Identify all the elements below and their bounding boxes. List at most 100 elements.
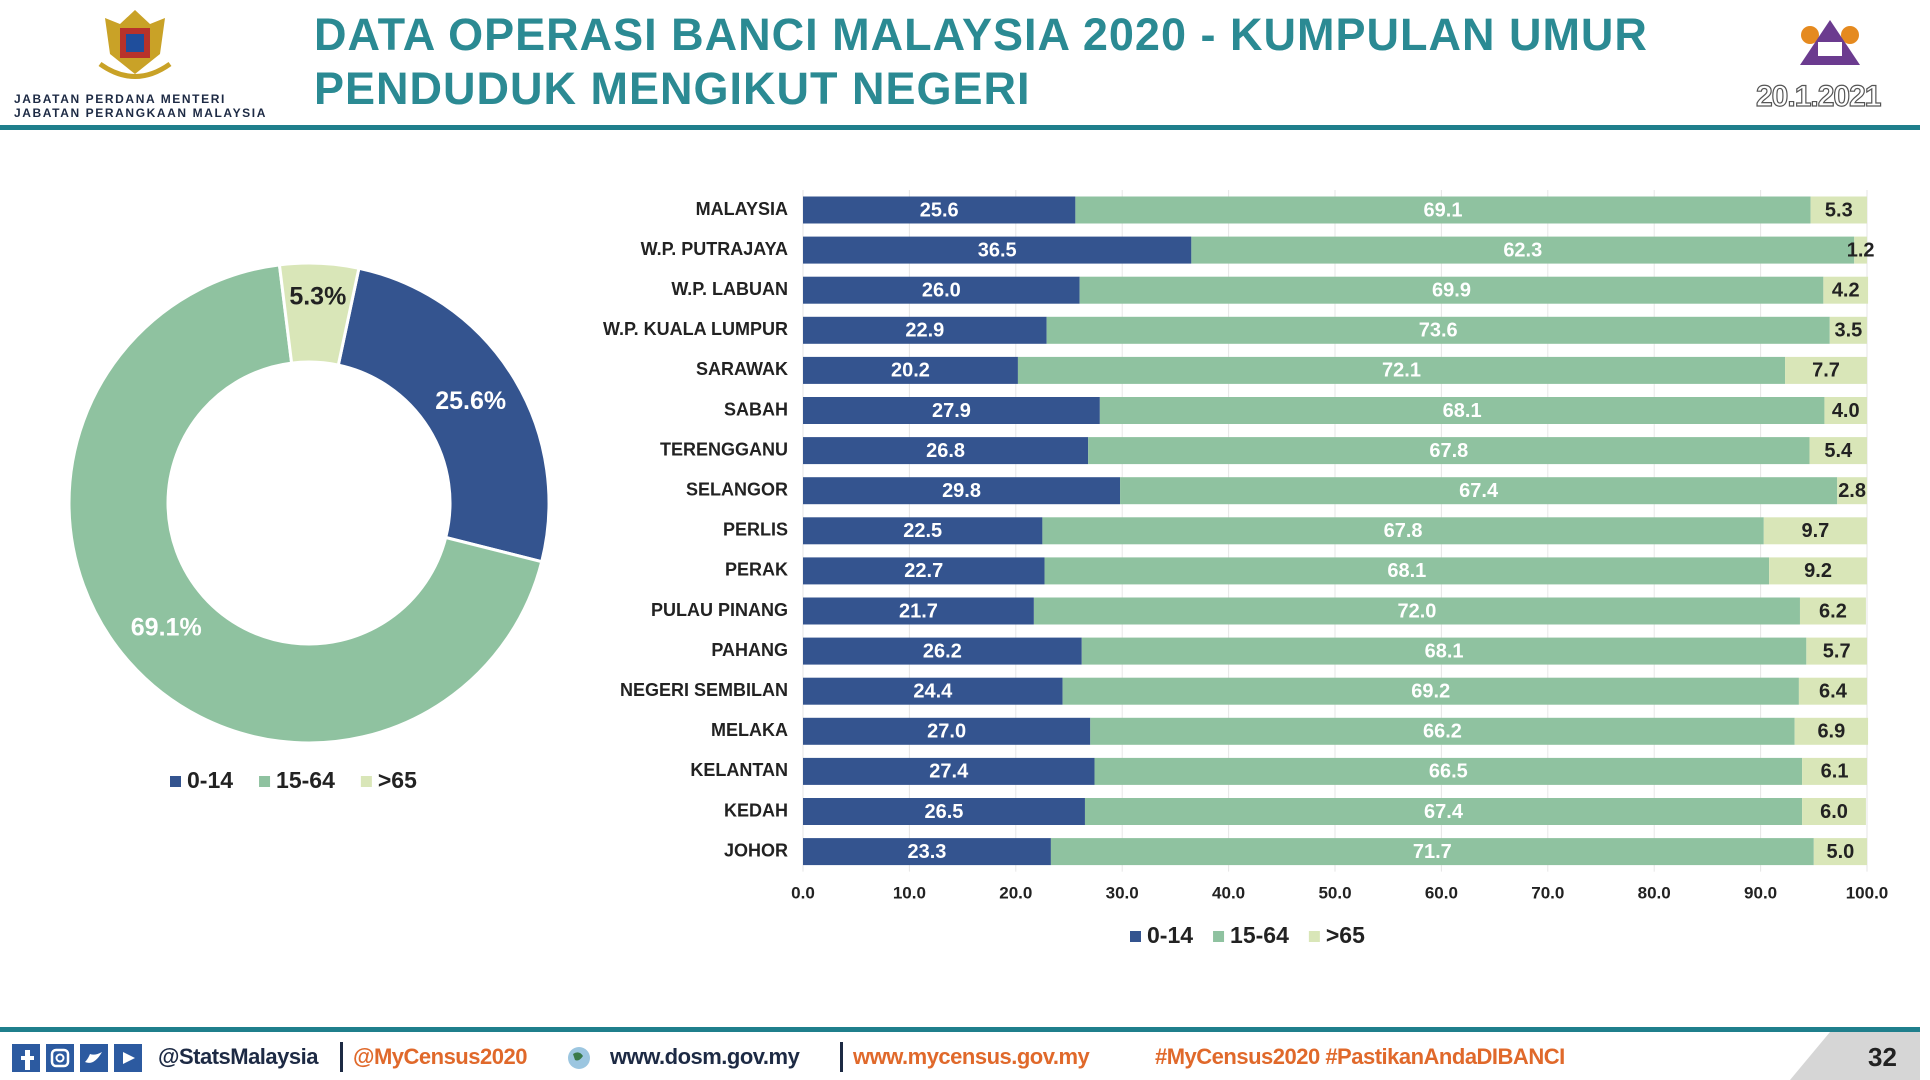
data-label: 9.2 <box>1804 560 1832 582</box>
data-label: 25.6 <box>920 199 959 221</box>
y-tick-label: JOHOR <box>724 840 788 860</box>
bar-segment <box>803 798 1085 825</box>
data-label: 69.2 <box>1411 680 1450 702</box>
y-tick-label: TERENGGANU <box>660 439 788 459</box>
data-label: 21.7 <box>899 600 938 622</box>
bar-segment <box>803 276 1080 304</box>
legend-label: 15-64 <box>276 767 335 793</box>
data-label: 5.3 <box>1825 199 1853 221</box>
bar-segment <box>1794 717 1869 745</box>
bar-segment <box>1099 397 1825 424</box>
bar-segment <box>1769 557 1867 585</box>
bar-segment <box>803 437 1089 465</box>
data-label: 26.8 <box>926 440 965 462</box>
y-tick-label: MELAKA <box>711 720 788 740</box>
legend-swatch <box>360 776 372 787</box>
bar-segment <box>1837 477 1867 505</box>
bar-segment <box>1094 757 1803 785</box>
separator <box>340 1042 343 1072</box>
x-tick-label: 0.0 <box>791 883 815 902</box>
bar-segment <box>803 597 1034 625</box>
data-label: 4.0 <box>1832 400 1860 422</box>
bar-segment <box>1824 397 1867 424</box>
data-label: 68.1 <box>1443 400 1482 422</box>
social-handle: @StatsMalaysia <box>158 1044 318 1069</box>
bar-segment <box>1044 557 1770 585</box>
census-website: www.mycensus.gov.my <box>853 1044 1090 1069</box>
data-label: 36.5 <box>978 239 1017 261</box>
data-label: 27.0 <box>927 721 966 743</box>
data-label: 69.1 <box>1424 199 1463 221</box>
data-label: 6.0 <box>1820 801 1848 823</box>
legend-label: >65 <box>378 767 417 793</box>
bar-segment <box>1088 437 1810 465</box>
census-handle: @MyCensus2020 <box>353 1044 527 1069</box>
data-label: 22.9 <box>905 320 944 342</box>
data-label: 62.3 <box>1503 239 1542 261</box>
data-label: 23.3 <box>907 841 946 863</box>
data-label: 71.7 <box>1413 841 1452 863</box>
footer-rule <box>0 1027 1920 1032</box>
y-tick-label: MALAYSIA <box>696 199 788 219</box>
data-label: 27.4 <box>929 761 969 783</box>
bar-segment <box>1090 717 1795 745</box>
data-label: 25.6% <box>435 387 506 415</box>
bar-segment <box>803 757 1095 785</box>
data-label: 7.7 <box>1812 360 1840 382</box>
x-tick-label: 100.0 <box>1846 883 1889 902</box>
x-tick-label: 70.0 <box>1531 883 1564 902</box>
bar-segment <box>1799 597 1866 625</box>
x-tick-label: 80.0 <box>1638 883 1671 902</box>
bar-segment <box>1079 276 1824 304</box>
title-line: DATA OPERASI BANCI MALAYSIA 2020 - KUMPU… <box>314 9 1648 60</box>
y-tick-label: PERLIS <box>723 520 788 540</box>
data-label: 3.5 <box>1834 320 1862 342</box>
bar-segment <box>1075 196 1811 224</box>
agency-line: JABATAN PERDANA MENTERI <box>14 92 226 106</box>
title-line: PENDUDUK MENGIKUT NEGERI <box>314 63 1031 114</box>
data-label: 22.5 <box>903 520 942 542</box>
data-label: 72.0 <box>1397 600 1436 622</box>
data-label: 73.6 <box>1419 320 1458 342</box>
y-tick-label: W.P. LABUAN <box>671 279 788 299</box>
bar-segment <box>803 557 1045 585</box>
x-tick-label: 10.0 <box>893 883 926 902</box>
data-label: 72.1 <box>1382 360 1421 382</box>
data-label: 6.4 <box>1819 680 1848 702</box>
slide-title: DATA OPERASI BANCI MALAYSIA 2020 - KUMPU… <box>314 8 1648 116</box>
data-label: 67.8 <box>1429 440 1468 462</box>
bar-segment <box>1785 356 1867 384</box>
bar-segment <box>803 236 1192 264</box>
bar-segment <box>1050 838 1814 866</box>
y-tick-label: SARAWAK <box>696 359 788 379</box>
bar-segment <box>803 838 1051 866</box>
bar-segment <box>1120 477 1838 505</box>
data-label: 6.2 <box>1819 600 1847 622</box>
legend-swatch <box>259 776 271 787</box>
data-label: 66.2 <box>1423 721 1462 743</box>
bar-segment <box>1017 356 1786 384</box>
data-label: 24.4 <box>913 680 953 702</box>
data-label: 5.4 <box>1824 440 1853 462</box>
legend-label: 15-64 <box>1230 922 1289 948</box>
bar-segment <box>1802 798 1866 825</box>
bar-segment <box>1081 637 1807 665</box>
date: 20.1.2021 <box>1755 79 1882 113</box>
data-label: 22.7 <box>904 560 943 582</box>
donut-segment <box>336 266 551 564</box>
data-label: 66.5 <box>1429 761 1468 783</box>
data-label: 5.3% <box>289 282 346 310</box>
y-tick-label: KEDAH <box>724 800 788 820</box>
y-tick-label: SELANGOR <box>686 479 788 499</box>
website: www.dosm.gov.my <box>610 1044 800 1069</box>
separator <box>840 1042 843 1072</box>
legend-swatch <box>1308 931 1320 942</box>
y-tick-label: SABAH <box>724 399 788 419</box>
bar-segment <box>1763 517 1867 545</box>
bar-segment <box>803 677 1063 705</box>
y-tick-label: W.P. PUTRAJAYA <box>641 239 788 259</box>
x-tick-label: 90.0 <box>1744 883 1777 902</box>
data-label: 26.5 <box>925 801 964 823</box>
charts: 25.6% 69.1% 5.3% 0-14 15-64 >65 0.0 10.0 20.0 30.… <box>67 190 1889 948</box>
bar-segment <box>1802 757 1867 785</box>
